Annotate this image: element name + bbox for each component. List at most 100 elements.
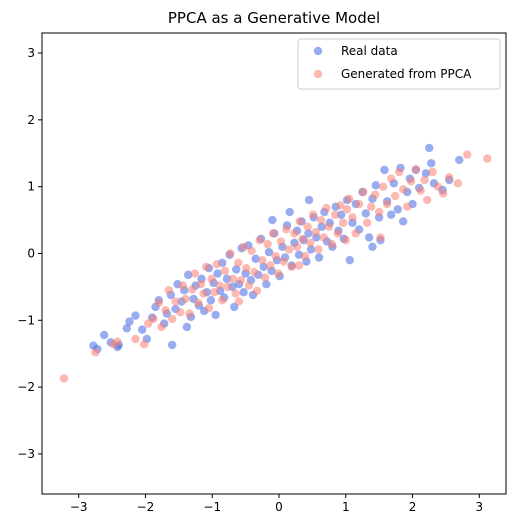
data-point-generated xyxy=(311,227,320,237)
data-point-real xyxy=(317,222,326,231)
data-point-generated xyxy=(139,340,149,349)
x-tick-label: −1 xyxy=(203,500,221,514)
x-tick-label: −3 xyxy=(70,500,88,514)
data-point-real xyxy=(314,253,324,262)
data-point-generated xyxy=(374,207,384,217)
data-point-generated xyxy=(378,182,388,191)
x-axis: −3 −2 −1 0 1 2 3 xyxy=(70,494,483,514)
data-point-real xyxy=(262,280,271,289)
data-point-real xyxy=(425,143,434,153)
data-point-generated xyxy=(239,242,248,251)
data-point-generated xyxy=(402,202,412,211)
data-point-generated xyxy=(236,276,246,285)
data-point-generated xyxy=(210,288,219,297)
data-point-generated xyxy=(247,246,256,256)
y-tick-label: −3 xyxy=(17,447,35,461)
data-point-generated xyxy=(255,235,264,245)
data-point-generated xyxy=(370,190,380,199)
data-point-generated xyxy=(351,229,360,238)
data-point-generated xyxy=(316,215,326,225)
data-point-generated xyxy=(204,304,214,313)
data-point-generated xyxy=(416,186,425,195)
plot-frame xyxy=(41,32,507,495)
data-point-generated xyxy=(171,297,180,306)
data-point-generated xyxy=(336,201,345,210)
data-point-generated xyxy=(330,210,340,219)
data-point-generated xyxy=(341,235,350,245)
data-point-generated xyxy=(244,281,254,290)
data-point-generated xyxy=(308,210,318,219)
data-point-generated xyxy=(324,222,334,231)
data-point-generated xyxy=(344,194,354,203)
data-point-generated xyxy=(433,182,443,191)
data-point-real xyxy=(182,322,192,332)
data-point-generated xyxy=(113,337,122,346)
data-point-generated xyxy=(327,239,336,249)
data-point-generated xyxy=(394,167,404,177)
data-point-generated xyxy=(445,173,454,182)
data-point-generated xyxy=(411,165,421,174)
data-point-real xyxy=(167,340,177,350)
data-point-real xyxy=(99,330,109,340)
data-point-generated xyxy=(234,258,243,268)
data-point-generated xyxy=(295,217,304,226)
data-point-real xyxy=(306,245,316,254)
data-point-generated xyxy=(185,309,194,318)
data-point-real xyxy=(380,165,389,175)
data-point-generated xyxy=(207,274,216,284)
chart-title: PPCA as a Generative Model xyxy=(168,9,380,27)
data-point-generated xyxy=(181,294,190,304)
data-point-generated xyxy=(234,297,244,306)
data-point-generated xyxy=(453,179,463,188)
data-point-generated xyxy=(91,348,100,357)
data-point-generated xyxy=(292,242,302,251)
data-point-real xyxy=(304,195,314,205)
legend: Real data Generated from PPCA xyxy=(297,38,501,90)
data-point-generated xyxy=(164,286,174,295)
data-point-generated xyxy=(279,257,288,266)
y-tick-label: −1 xyxy=(17,313,35,327)
data-point-real xyxy=(386,210,396,219)
y-tick-label: −2 xyxy=(17,380,35,394)
data-point-real xyxy=(213,269,222,278)
y-tick-label: 0 xyxy=(27,246,35,260)
data-point-generated xyxy=(333,229,342,238)
data-point-generated xyxy=(161,306,170,315)
data-point-real xyxy=(345,255,354,265)
data-point-generated xyxy=(376,233,385,242)
data-point-real xyxy=(125,317,134,326)
y-axis: −3 −2 −1 0 1 2 3 xyxy=(17,46,42,461)
data-point-generated xyxy=(131,334,140,344)
data-point-generated xyxy=(231,289,240,298)
x-tick-label: 2 xyxy=(409,500,417,514)
data-point-generated xyxy=(282,225,291,234)
data-point-generated xyxy=(407,177,416,186)
data-point-generated xyxy=(290,229,299,238)
data-point-real xyxy=(264,247,274,257)
data-point-generated xyxy=(319,233,328,242)
data-point-real xyxy=(455,155,464,165)
data-point-generated xyxy=(167,314,177,324)
data-point-generated xyxy=(252,286,262,296)
data-point-real xyxy=(304,229,313,238)
x-tick-label: 1 xyxy=(342,500,350,514)
data-point-generated xyxy=(303,222,312,231)
data-point-real xyxy=(251,254,260,264)
data-point-generated xyxy=(263,239,272,249)
data-point-real xyxy=(184,270,193,280)
data-point-generated xyxy=(59,374,69,383)
data-point-real xyxy=(393,205,403,214)
data-point-generated xyxy=(228,274,238,284)
data-point-real xyxy=(222,274,232,284)
legend-marker xyxy=(313,46,323,56)
data-point-generated xyxy=(271,251,280,261)
data-point-real xyxy=(361,209,370,218)
data-point-generated xyxy=(439,189,448,198)
data-point-generated xyxy=(386,174,396,183)
data-point-generated xyxy=(199,289,208,298)
data-point-generated xyxy=(420,175,429,185)
data-point-generated xyxy=(242,263,251,273)
x-tick-label: 3 xyxy=(475,500,483,514)
data-point-generated xyxy=(390,191,400,201)
y-tick-label: 3 xyxy=(27,46,35,60)
